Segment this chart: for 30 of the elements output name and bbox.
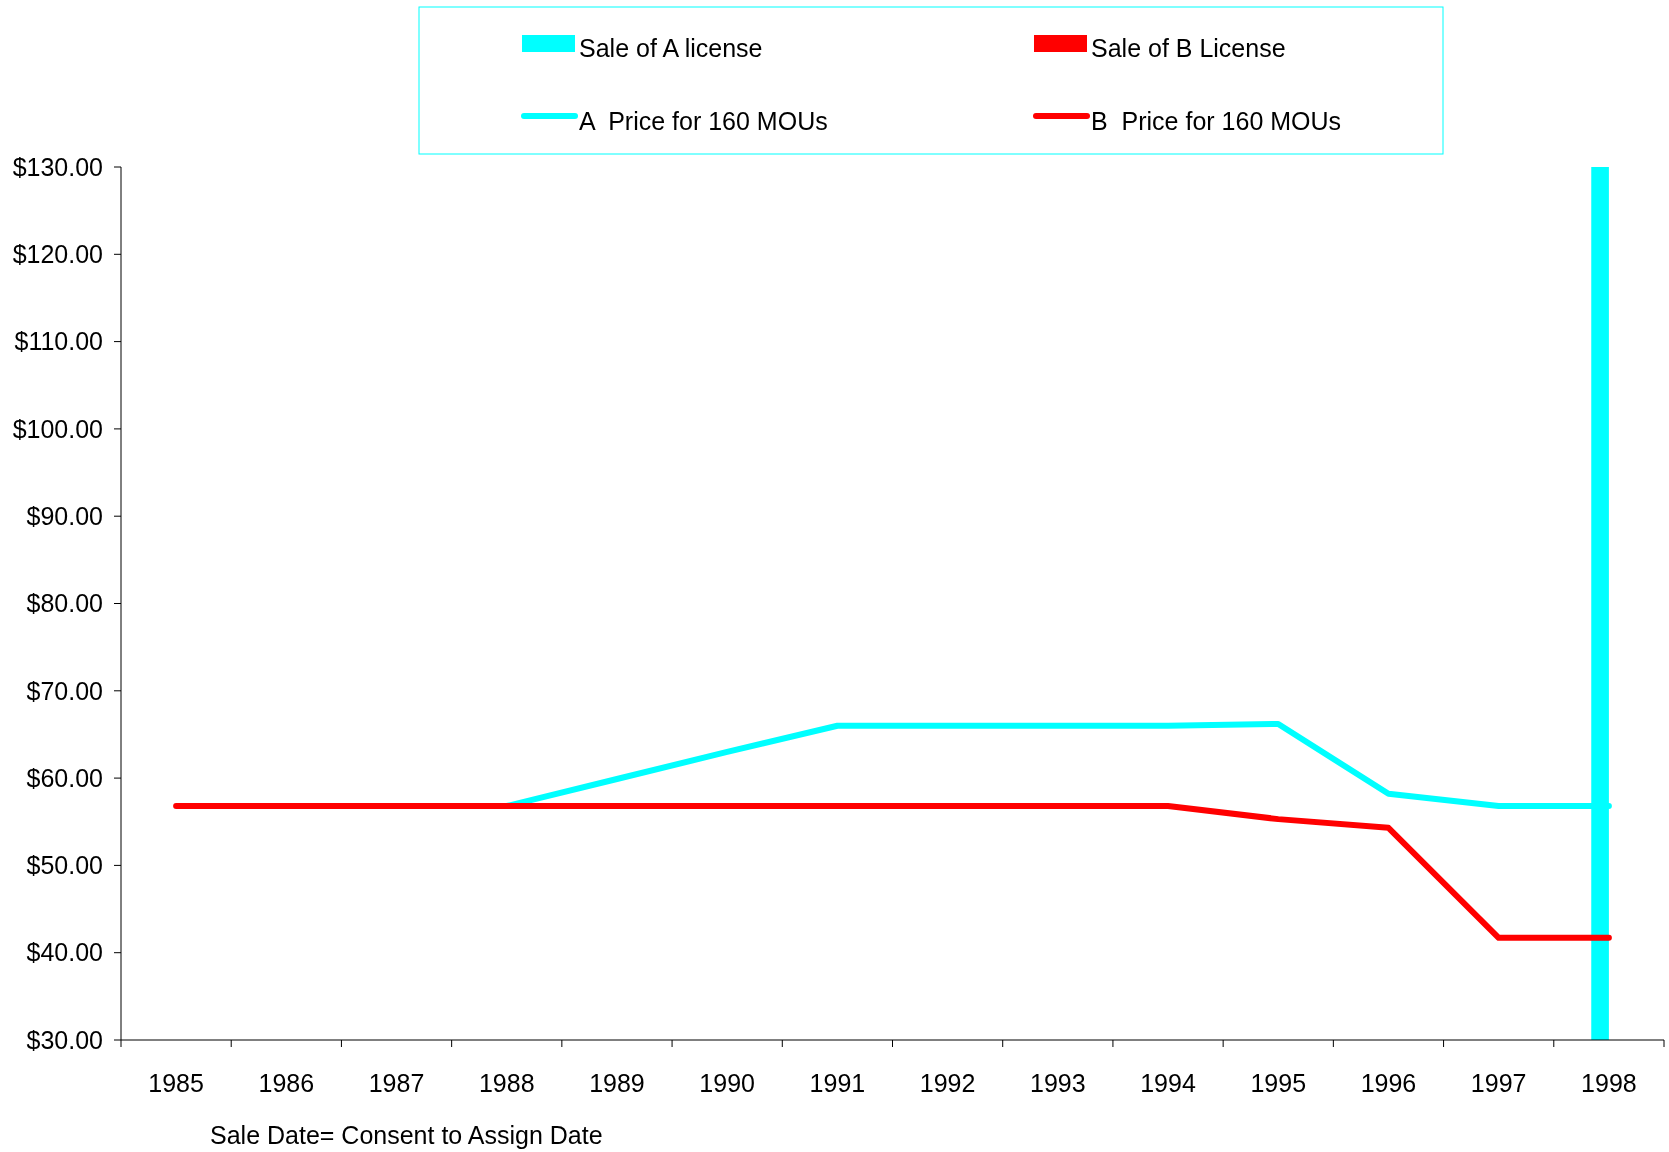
legend-label: B Price for 160 MOUs [1091, 107, 1342, 135]
legend-label: A Price for 160 MOUs [579, 107, 828, 135]
x-tick-label: 1995 [1250, 1069, 1307, 1097]
x-tick-label: 1985 [148, 1069, 204, 1097]
y-tick-label: $40.00 [26, 938, 103, 967]
y-tick-label: $110.00 [14, 327, 103, 356]
y-tick-label: $50.00 [26, 851, 103, 880]
y-tick-label: $60.00 [26, 763, 103, 792]
y-tick-label: $100.00 [12, 414, 103, 443]
x-tick-label: 1987 [368, 1069, 425, 1097]
x-tick-label: 1990 [699, 1069, 755, 1097]
y-tick-label: $120.00 [12, 240, 103, 269]
legend-label: Sale of A license [579, 34, 763, 62]
x-tick-label: 1989 [589, 1069, 645, 1097]
y-tick-label: $90.00 [26, 501, 103, 530]
x-tick-label: 1988 [478, 1069, 535, 1097]
x-tick-label: 1992 [919, 1069, 976, 1097]
x-tick-label: 1996 [1360, 1069, 1417, 1097]
x-tick-label: 1997 [1470, 1069, 1527, 1097]
x-tick-label: 1986 [258, 1069, 315, 1097]
legend-label: Sale of B License [1091, 34, 1286, 62]
y-tick-label: $80.00 [26, 589, 103, 618]
x-axis-title: Sale Date= Consent to Assign Date [210, 1121, 603, 1149]
y-tick-label: $70.00 [26, 676, 103, 705]
x-tick-label: 1998 [1581, 1069, 1637, 1097]
y-tick-label: $30.00 [26, 1025, 103, 1054]
x-tick-label: 1991 [809, 1069, 866, 1097]
x-tick-label: 1993 [1030, 1069, 1086, 1097]
x-tick-label: 1994 [1140, 1069, 1196, 1097]
y-tick-label: $130.00 [12, 152, 103, 181]
